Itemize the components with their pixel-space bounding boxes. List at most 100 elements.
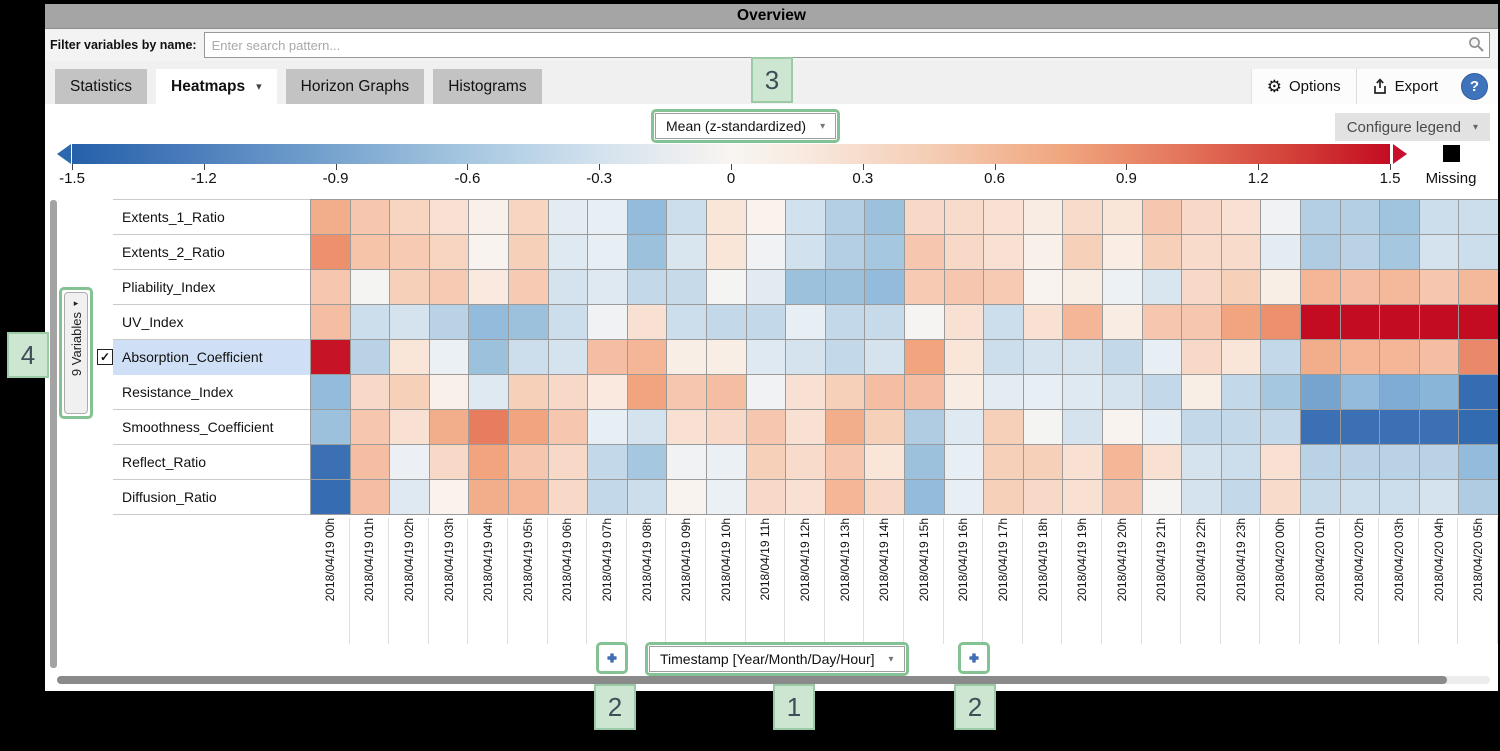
heatmap-cell[interactable]	[390, 480, 429, 514]
heatmap-cell[interactable]	[548, 410, 588, 444]
heatmap-cell[interactable]	[786, 480, 825, 514]
heatmap-cell[interactable]	[1261, 305, 1300, 339]
heatmap-cell[interactable]	[311, 235, 350, 269]
heatmap-cell[interactable]	[627, 305, 667, 339]
heatmap-cell[interactable]	[1221, 340, 1261, 374]
heatmap-cell[interactable]	[548, 375, 588, 409]
heatmap-cell[interactable]	[1063, 270, 1102, 304]
heatmap-cell[interactable]	[746, 375, 786, 409]
heatmap-cell[interactable]	[627, 445, 667, 479]
heatmap-cell[interactable]	[1102, 480, 1142, 514]
heatmap-cell[interactable]	[786, 270, 825, 304]
heatmap-cell[interactable]	[984, 340, 1023, 374]
heatmap-cell[interactable]	[1459, 375, 1498, 409]
heatmap-cell[interactable]	[469, 235, 508, 269]
vertical-scrollbar[interactable]	[50, 200, 57, 668]
heatmap-cell[interactable]	[1419, 200, 1459, 234]
heatmap-cell[interactable]	[508, 270, 548, 304]
timestamp-dropdown[interactable]: Timestamp [Year/Month/Day/Hour] ▾	[649, 646, 905, 672]
heatmap-cell[interactable]	[1340, 410, 1380, 444]
heatmap-cell[interactable]	[390, 340, 429, 374]
heatmap-cell[interactable]	[1063, 480, 1102, 514]
heatmap-cell[interactable]	[1102, 410, 1142, 444]
heatmap-cell[interactable]	[706, 410, 746, 444]
heatmap-cell[interactable]	[469, 340, 508, 374]
heatmap-cell[interactable]	[390, 305, 429, 339]
heatmap-cell[interactable]	[746, 200, 786, 234]
heatmap-cell[interactable]	[865, 270, 904, 304]
variable-row[interactable]: Smoothness_Coefficient	[113, 410, 310, 445]
heatmap-cell[interactable]	[1459, 480, 1498, 514]
heatmap-cell[interactable]	[469, 305, 508, 339]
tab-statistics[interactable]: Statistics	[55, 69, 148, 104]
heatmap-cell[interactable]	[508, 410, 548, 444]
heatmap-cell[interactable]	[1300, 235, 1340, 269]
heatmap-cell[interactable]	[1023, 410, 1063, 444]
heatmap-cell[interactable]	[1023, 200, 1063, 234]
export-button[interactable]: Export	[1356, 69, 1453, 104]
heatmap-cell[interactable]	[311, 375, 350, 409]
heatmap-cell[interactable]	[1023, 375, 1063, 409]
heatmap-cell[interactable]	[667, 375, 706, 409]
heatmap-cell[interactable]	[1182, 445, 1221, 479]
heatmap-cell[interactable]	[706, 305, 746, 339]
heatmap-cell[interactable]	[746, 235, 786, 269]
heatmap-cell[interactable]	[1182, 480, 1221, 514]
heatmap-cell[interactable]	[311, 410, 350, 444]
variable-row[interactable]: Diffusion_Ratio	[113, 480, 310, 515]
heatmap-cell[interactable]	[1182, 200, 1221, 234]
heatmap-cell[interactable]	[508, 305, 548, 339]
heatmap-cell[interactable]	[746, 480, 786, 514]
heatmap-cell[interactable]	[350, 200, 390, 234]
horizontal-scrollbar[interactable]	[57, 676, 1447, 684]
heatmap-cell[interactable]	[1261, 445, 1300, 479]
heatmap-cell[interactable]	[786, 200, 825, 234]
heatmap-cell[interactable]	[1380, 235, 1419, 269]
heatmap-cell[interactable]	[706, 270, 746, 304]
heatmap-cell[interactable]	[825, 305, 865, 339]
heatmap-cell[interactable]	[944, 410, 984, 444]
heatmap-cell[interactable]	[548, 445, 588, 479]
configure-legend-dropdown[interactable]: Configure legend ▾	[1334, 113, 1490, 141]
heatmap-cell[interactable]	[390, 375, 429, 409]
heatmap-cell[interactable]	[667, 445, 706, 479]
heatmap-cell[interactable]	[1380, 340, 1419, 374]
heatmap-cell[interactable]	[1261, 235, 1300, 269]
heatmap-cell[interactable]	[429, 340, 469, 374]
heatmap-cell[interactable]	[904, 340, 944, 374]
heatmap-cell[interactable]	[1142, 445, 1182, 479]
heatmap-cell[interactable]	[588, 340, 627, 374]
heatmap-cell[interactable]	[350, 270, 390, 304]
heatmap-cell[interactable]	[1182, 340, 1221, 374]
heatmap-cell[interactable]	[984, 200, 1023, 234]
heatmap-cell[interactable]	[904, 200, 944, 234]
heatmap-cell[interactable]	[746, 340, 786, 374]
heatmap-cell[interactable]	[865, 200, 904, 234]
heatmap-cell[interactable]	[984, 375, 1023, 409]
heatmap-cell[interactable]	[588, 445, 627, 479]
heatmap-cell[interactable]	[429, 375, 469, 409]
heatmap-cell[interactable]	[1300, 340, 1340, 374]
heatmap-cell[interactable]	[1300, 305, 1340, 339]
heatmap-cell[interactable]	[865, 410, 904, 444]
variable-row[interactable]: Pliability_Index	[113, 270, 310, 305]
heatmap-cell[interactable]	[944, 375, 984, 409]
heatmap-cell[interactable]	[1340, 235, 1380, 269]
heatmap-cell[interactable]	[1142, 410, 1182, 444]
heatmap-cell[interactable]	[469, 270, 508, 304]
heatmap-cell[interactable]	[627, 200, 667, 234]
heatmap-cell[interactable]	[825, 480, 865, 514]
heatmap-cell[interactable]	[390, 200, 429, 234]
heatmap-cell[interactable]	[746, 305, 786, 339]
heatmap-cell[interactable]	[984, 410, 1023, 444]
heatmap-cell[interactable]	[825, 270, 865, 304]
heatmap-cell[interactable]	[548, 340, 588, 374]
heatmap-cell[interactable]	[1340, 200, 1380, 234]
heatmap-cell[interactable]	[1419, 375, 1459, 409]
heatmap-cell[interactable]	[1221, 445, 1261, 479]
heatmap-cell[interactable]	[429, 480, 469, 514]
add-column-button-right[interactable]	[963, 647, 985, 669]
heatmap-cell[interactable]	[350, 235, 390, 269]
heatmap-cell[interactable]	[1419, 410, 1459, 444]
heatmap-cell[interactable]	[786, 445, 825, 479]
